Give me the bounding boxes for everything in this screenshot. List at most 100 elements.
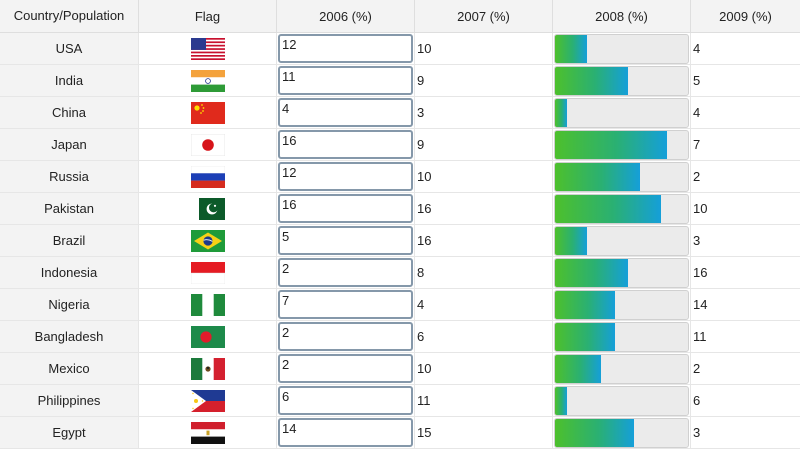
progress-bar-2008[interactable] [554,194,689,224]
cell-2008[interactable] [553,33,691,64]
table-row[interactable]: Pakistan 16 16 10 [0,193,800,225]
flag-cell[interactable] [139,129,277,160]
progress-bar-2008[interactable] [554,66,689,96]
cell-2008[interactable] [553,129,691,160]
flag-cell[interactable] [139,33,277,64]
column-header-2007[interactable]: 2007 (%) [415,0,553,32]
table-row[interactable]: Bangladesh 2 6 11 [0,321,800,353]
value-2006-input[interactable]: 16 [278,194,413,223]
cell-2006[interactable]: 2 [277,353,415,384]
flag-cell[interactable] [139,289,277,320]
country-cell[interactable]: China [0,97,139,128]
table-row[interactable]: Brazil 5 16 3 [0,225,800,257]
cell-2008[interactable] [553,161,691,192]
cell-2009[interactable]: 2 [691,353,800,384]
country-cell[interactable]: Indonesia [0,257,139,288]
cell-2009[interactable]: 6 [691,385,800,416]
cell-2006[interactable]: 16 [277,129,415,160]
country-cell[interactable]: Bangladesh [0,321,139,352]
cell-2008[interactable] [553,97,691,128]
cell-2009[interactable]: 7 [691,129,800,160]
country-cell[interactable]: Egypt [0,417,139,448]
progress-bar-2008[interactable] [554,98,689,128]
progress-bar-2008[interactable] [554,258,689,288]
cell-2009[interactable]: 5 [691,65,800,96]
flag-cell[interactable] [139,225,277,256]
progress-bar-2008[interactable] [554,290,689,320]
progress-bar-2008[interactable] [554,162,689,192]
cell-2007[interactable]: 15 [415,417,553,448]
country-cell[interactable]: Philippines [0,385,139,416]
progress-bar-2008[interactable] [554,418,689,448]
country-cell[interactable]: USA [0,33,139,64]
cell-2009[interactable]: 14 [691,289,800,320]
progress-bar-2008[interactable] [554,386,689,416]
cell-2007[interactable]: 8 [415,257,553,288]
value-2006-input[interactable]: 12 [278,162,413,191]
flag-cell[interactable] [139,257,277,288]
cell-2009[interactable]: 4 [691,33,800,64]
cell-2006[interactable]: 7 [277,289,415,320]
cell-2007[interactable]: 10 [415,33,553,64]
cell-2008[interactable] [553,353,691,384]
value-2006-input[interactable]: 6 [278,386,413,415]
flag-cell[interactable] [139,385,277,416]
flag-cell[interactable] [139,321,277,352]
cell-2007[interactable]: 16 [415,225,553,256]
flag-cell[interactable] [139,417,277,448]
cell-2009[interactable]: 10 [691,193,800,224]
progress-bar-2008[interactable] [554,226,689,256]
table-row[interactable]: USA 12 10 4 [0,33,800,65]
progress-bar-2008[interactable] [554,322,689,352]
cell-2007[interactable]: 3 [415,97,553,128]
cell-2008[interactable] [553,257,691,288]
cell-2006[interactable]: 11 [277,65,415,96]
cell-2006[interactable]: 4 [277,97,415,128]
cell-2009[interactable]: 16 [691,257,800,288]
table-row[interactable]: Mexico 2 10 2 [0,353,800,385]
progress-bar-2008[interactable] [554,130,689,160]
cell-2008[interactable] [553,225,691,256]
cell-2009[interactable]: 3 [691,225,800,256]
country-cell[interactable]: Russia [0,161,139,192]
cell-2008[interactable] [553,417,691,448]
table-row[interactable]: Russia 12 10 2 [0,161,800,193]
country-cell[interactable]: Brazil [0,225,139,256]
column-header-2006[interactable]: 2006 (%) [277,0,415,32]
cell-2007[interactable]: 4 [415,289,553,320]
cell-2009[interactable]: 4 [691,97,800,128]
progress-bar-2008[interactable] [554,34,689,64]
flag-cell[interactable] [139,353,277,384]
country-cell[interactable]: Mexico [0,353,139,384]
value-2006-input[interactable]: 5 [278,226,413,255]
cell-2007[interactable]: 16 [415,193,553,224]
table-row[interactable]: Japan 16 9 7 [0,129,800,161]
value-2006-input[interactable]: 2 [278,354,413,383]
column-header-2009[interactable]: 2009 (%) [719,9,772,24]
table-row[interactable]: China 4 3 4 [0,97,800,129]
cell-2008[interactable] [553,385,691,416]
cell-2006[interactable]: 2 [277,321,415,352]
column-header-country[interactable]: Country/Population [0,0,139,32]
cell-2006[interactable]: 14 [277,417,415,448]
cell-2008[interactable] [553,65,691,96]
value-2006-input[interactable]: 16 [278,130,413,159]
cell-2006[interactable]: 12 [277,33,415,64]
cell-2006[interactable]: 5 [277,225,415,256]
table-row[interactable]: India 11 9 5 [0,65,800,97]
value-2006-input[interactable]: 14 [278,418,413,447]
value-2006-input[interactable]: 11 [278,66,413,95]
cell-2007[interactable]: 10 [415,161,553,192]
table-row[interactable]: Philippines 6 11 6 [0,385,800,417]
flag-cell[interactable] [139,161,277,192]
cell-2008[interactable] [553,289,691,320]
cell-2006[interactable]: 2 [277,257,415,288]
cell-2009[interactable]: 2 [691,161,800,192]
flag-cell[interactable] [139,193,277,224]
table-row[interactable]: Egypt 14 15 3 [0,417,800,449]
cell-2009[interactable]: 11 [691,321,800,352]
cell-2006[interactable]: 16 [277,193,415,224]
flag-cell[interactable] [139,65,277,96]
cell-2008[interactable] [553,193,691,224]
country-cell[interactable]: Pakistan [0,193,139,224]
